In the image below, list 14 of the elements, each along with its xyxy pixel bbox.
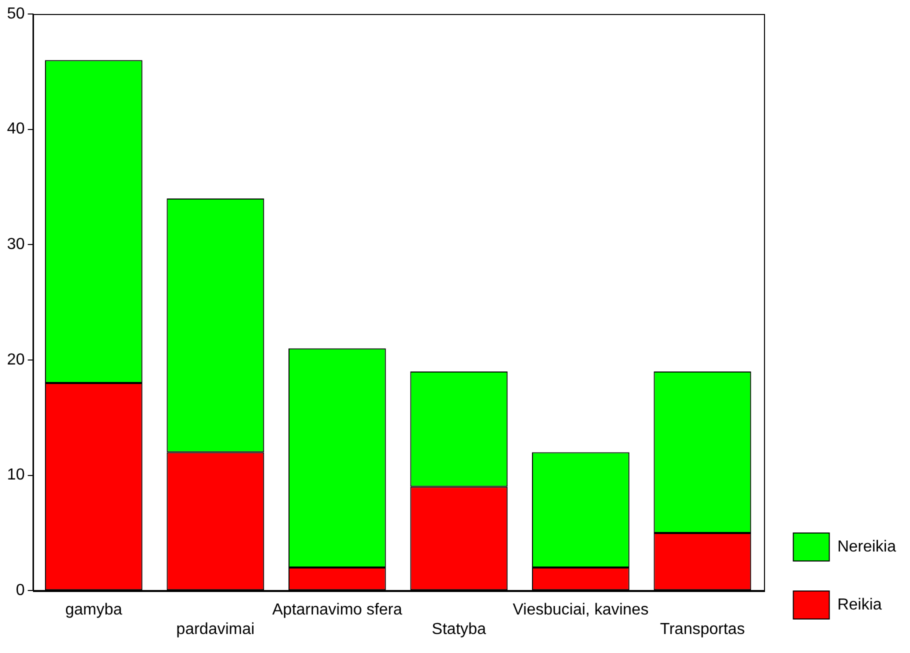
x-tick-label: Aptarnavimo sfera bbox=[272, 602, 402, 619]
legend-label: Reikia bbox=[837, 596, 882, 614]
x-tick-label: pardavimai bbox=[176, 620, 255, 638]
y-tick-label: 20 bbox=[7, 351, 25, 368]
y-tick-label: 0 bbox=[16, 582, 25, 600]
y-tick-label: 40 bbox=[7, 120, 25, 138]
legend-label: Nereikia bbox=[837, 538, 896, 556]
y-tick-label: 10 bbox=[7, 466, 25, 484]
x-tick-label: Statyba bbox=[432, 620, 486, 638]
y-tick-label: 50 bbox=[7, 5, 25, 22]
x-tick-label: Viesbuciai, kavines bbox=[512, 602, 649, 619]
y-tick-label: 30 bbox=[7, 236, 25, 254]
x-tick-label: Transportas bbox=[660, 620, 745, 638]
x-tick-label: gamyba bbox=[65, 602, 122, 619]
